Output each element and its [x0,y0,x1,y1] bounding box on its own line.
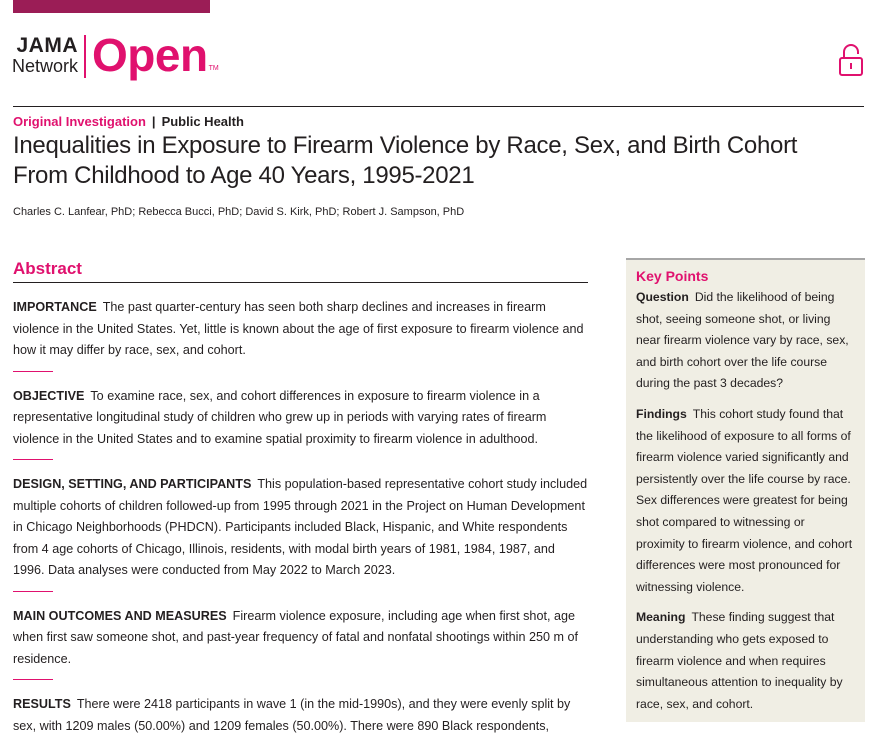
key-point-label: Question [636,290,689,304]
article-authors: Charles C. Lanfear, PhD; Rebecca Bucci, … [13,206,465,218]
key-point-label: Findings [636,406,687,421]
key-points-heading: Key Points [636,268,709,284]
key-point-text: This cohort study found that the likelih… [636,406,853,594]
section-text: This population-based representative coh… [13,477,588,577]
key-point-meaning: Meaning These finding suggest that unders… [636,607,855,715]
section-rule [13,370,53,372]
section-text: To examine race, sex, and cohort differe… [13,388,547,446]
jama-network-open-logo[interactable]: JAMA Network Open TM [12,32,219,78]
brand-divider [84,35,87,78]
top-accent-bar [13,0,210,13]
article-title: Inequalities in Exposure to Firearm Viol… [13,132,798,189]
header-divider [13,106,864,107]
key-points-box: Key Points Question Did the likelihood of… [626,258,865,722]
section-text: Firearm violence exposure, including age… [13,608,578,666]
abstract-section: Abstract IMPORTANCE The past quarter-cent… [13,259,588,737]
section-label: MAIN OUTCOMES AND MEASURES [13,608,227,623]
abstract-importance: IMPORTANCE The past quarter-century has s… [13,297,588,362]
key-point-text: Did the likelihood of being shot, seeing… [636,290,849,391]
article-subject[interactable]: Public Health [161,114,244,129]
brand-jama-text: JAMA [16,34,79,57]
key-point-text: These finding suggest that understanding… [636,610,843,711]
brand-open-text: Open [92,29,208,81]
abstract-heading: Abstract [13,259,588,283]
section-rule [13,590,53,592]
section-text: There were 2418 participants in wave 1 (… [13,697,571,733]
abstract-results: RESULTS There were 2418 participants in w… [13,694,588,737]
brand-jama-network: JAMA Network [12,32,78,78]
section-rule [13,459,53,460]
brand-network-text: Network [12,56,79,76]
section-text: The past quarter-century has seen both s… [13,300,584,357]
section-label: IMPORTANCE [13,300,97,314]
article-category[interactable]: Original Investigation [13,114,146,129]
article-meta: Original Investigation | Public Health [13,114,244,129]
brand-trademark: TM [208,65,219,72]
section-label: OBJECTIVE [13,388,85,403]
abstract-design: DESIGN, SETTING, AND PARTICIPANTS This po… [13,474,588,582]
meta-separator: | [151,114,156,129]
section-rule [13,679,53,680]
section-label: DESIGN, SETTING, AND PARTICIPANTS [13,477,252,491]
key-point-question: Question Did the likelihood of being shot… [636,287,855,395]
abstract-objective: OBJECTIVE To examine race, sex, and cohor… [13,386,588,451]
abstract-outcomes: MAIN OUTCOMES AND MEASURES Firearm violen… [13,606,588,671]
key-point-label: Meaning [636,610,686,625]
section-label: RESULTS [13,697,71,711]
key-point-findings: Findings This cohort study found that the… [636,404,855,598]
open-access-lock-icon[interactable] [838,43,864,76]
